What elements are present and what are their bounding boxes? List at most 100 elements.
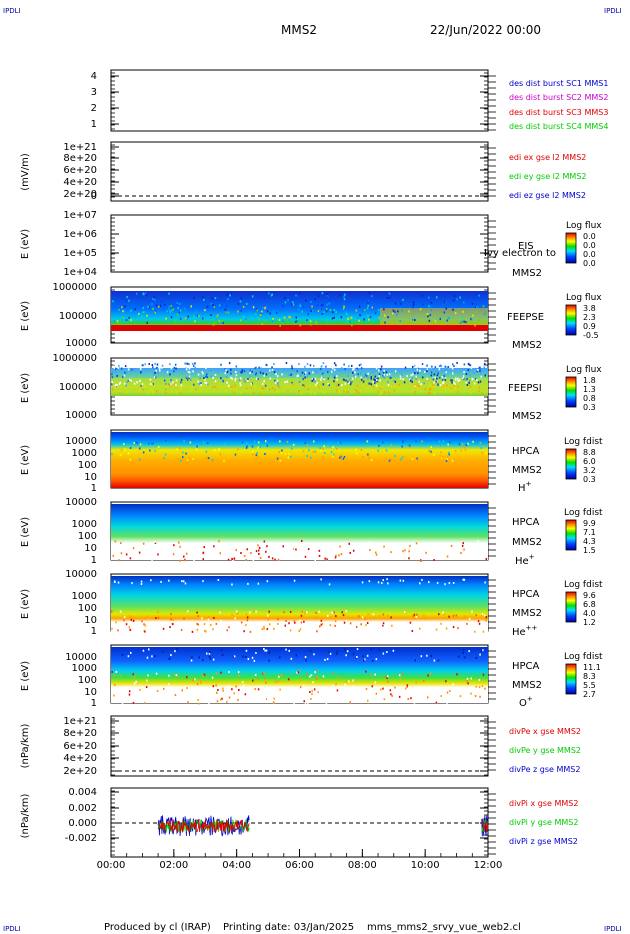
hpca-o-speckle bbox=[166, 693, 169, 696]
feeps-e-speckle bbox=[125, 300, 128, 303]
hpca-h-speckle bbox=[377, 449, 379, 452]
feeps-i-speckle bbox=[169, 363, 171, 366]
feeps-i-speckle bbox=[418, 386, 420, 389]
feeps-e-speckle bbox=[389, 293, 392, 296]
hpca-hepp-speckle bbox=[170, 613, 172, 616]
hpca-h-speckle bbox=[446, 458, 448, 461]
hpca-o-speckle bbox=[356, 656, 358, 658]
feeps-e-speckle bbox=[184, 317, 187, 320]
feeps-e-speckle bbox=[260, 312, 263, 315]
hpca-o-speckle bbox=[221, 697, 223, 700]
feeps-i-speckle bbox=[161, 366, 163, 369]
feeps-i-speckle bbox=[119, 392, 121, 395]
hpca-o-speckle bbox=[242, 655, 244, 658]
feeps-i-speckle bbox=[328, 384, 330, 387]
hpca-h-speckle bbox=[332, 446, 334, 449]
hpca-h-speckle bbox=[445, 459, 448, 462]
feeps-e-speckle bbox=[396, 313, 398, 316]
feeps-e-speckle bbox=[325, 307, 328, 310]
hpca-h-speckle bbox=[276, 457, 279, 460]
feeps-i-speckle bbox=[377, 377, 379, 380]
hpca-hepp-speckle bbox=[213, 617, 215, 619]
hpca-hepp-speckle bbox=[368, 580, 371, 583]
hpca-o-speckle bbox=[297, 671, 300, 674]
feeps-e-speckle bbox=[358, 319, 360, 322]
feeps-i-speckle bbox=[128, 378, 131, 381]
hpca-o-speckle bbox=[200, 679, 202, 682]
hpca-o-speckle bbox=[345, 681, 347, 683]
hpca-o-speckle bbox=[209, 657, 212, 660]
feeps-i-speckle bbox=[175, 379, 178, 382]
hpca-hepp-speckle bbox=[355, 626, 358, 628]
hpca-o-speckle bbox=[309, 675, 311, 678]
hpca-h-speckle bbox=[196, 445, 198, 448]
feeps-i-speckle bbox=[161, 364, 164, 367]
feeps-e-speckle bbox=[210, 314, 212, 316]
hpca-h-speckle bbox=[390, 458, 392, 461]
colorbar-tick-label: 1.2 bbox=[583, 618, 596, 627]
hpca-o-speckle bbox=[287, 678, 290, 681]
feeps-e-speckle bbox=[347, 318, 349, 320]
feeps-e-speckle bbox=[374, 312, 377, 315]
hpca-hepp-speckle bbox=[329, 624, 332, 627]
feeps-i-speckle bbox=[174, 363, 177, 366]
hpca-hepp-speckle bbox=[247, 582, 249, 585]
ytick-label: 1000000 bbox=[52, 353, 97, 364]
hpca-o-speckle bbox=[254, 688, 256, 691]
legend-des-mms1: des dist burst SC1 MMS1 bbox=[509, 79, 608, 88]
ytick-label: 1e+06 bbox=[63, 229, 97, 240]
hpca-he-speckle bbox=[444, 547, 446, 550]
colorbar-hpca-o bbox=[565, 663, 577, 695]
feeps-e-speckle bbox=[179, 317, 182, 320]
hpca-he-speckle bbox=[246, 548, 248, 551]
feeps-e-speckle bbox=[412, 303, 415, 306]
hpca-o-speckle bbox=[370, 648, 372, 651]
hpca-h-speckle bbox=[415, 440, 417, 443]
feeps-i-speckle bbox=[164, 391, 167, 394]
hpca-he-speckle bbox=[274, 558, 276, 561]
feeps-i-speckle bbox=[429, 387, 432, 390]
feeps-i-speckle bbox=[127, 368, 130, 371]
hpca-h-colorbar-title: Log fdist bbox=[564, 437, 603, 447]
hpca-hepp-speckle bbox=[477, 620, 480, 623]
feeps-i-speckle bbox=[169, 383, 172, 386]
feeps-e-speckle bbox=[142, 306, 144, 309]
feeps-e-speckle bbox=[170, 316, 173, 319]
footer-script-name: mms_mms2_srvy_vue_web2.cl bbox=[367, 922, 521, 933]
feeps-i-speckle bbox=[477, 381, 480, 384]
feeps-e-speckle bbox=[216, 314, 219, 317]
hpca-he-speckle bbox=[318, 549, 321, 552]
hpca-o-speckle bbox=[245, 656, 247, 658]
feeps-e-speckle bbox=[409, 311, 411, 314]
hpca-h-speckle bbox=[286, 440, 289, 443]
hpca-hepp-speckle bbox=[387, 614, 389, 617]
feeps-i-speckle bbox=[351, 381, 353, 383]
hpca-o-speckle bbox=[415, 681, 418, 684]
feeps-e-speckle bbox=[206, 305, 209, 308]
hpca-hepp-speckle bbox=[442, 611, 444, 614]
feeps-i-speckle bbox=[247, 378, 249, 381]
hpca-he-speckle bbox=[349, 551, 351, 554]
feeps-e-speckle bbox=[357, 316, 359, 319]
hpca-hepp-speckle bbox=[424, 626, 427, 629]
feeps-i-speckle bbox=[448, 388, 451, 391]
hpca-o-speckle bbox=[352, 679, 354, 682]
hpca-hepp-speckle bbox=[117, 629, 119, 632]
hpca-o-speckle bbox=[142, 649, 145, 652]
feeps-i-speckle bbox=[477, 369, 479, 372]
feeps-e-speckle bbox=[226, 295, 229, 298]
hpca-o-speckle bbox=[314, 671, 316, 674]
feeps-i-speckle bbox=[151, 383, 154, 386]
hpca-h-speckle bbox=[214, 448, 216, 451]
feeps-e-speckle bbox=[284, 296, 286, 299]
hpca-hepp-speckle bbox=[474, 630, 476, 633]
hpca-o-speckle bbox=[475, 685, 477, 688]
feeps-i-speckle bbox=[133, 382, 136, 385]
feeps-e-speckle bbox=[227, 311, 230, 314]
hpca-hepp-speckle bbox=[157, 616, 160, 619]
hpca-h-speckle bbox=[411, 458, 414, 460]
feeps-e-speckle bbox=[386, 297, 388, 300]
feeps-i-speckle bbox=[386, 373, 388, 376]
feeps-i-speckle bbox=[185, 362, 187, 365]
feeps-i-speckle bbox=[207, 383, 209, 386]
